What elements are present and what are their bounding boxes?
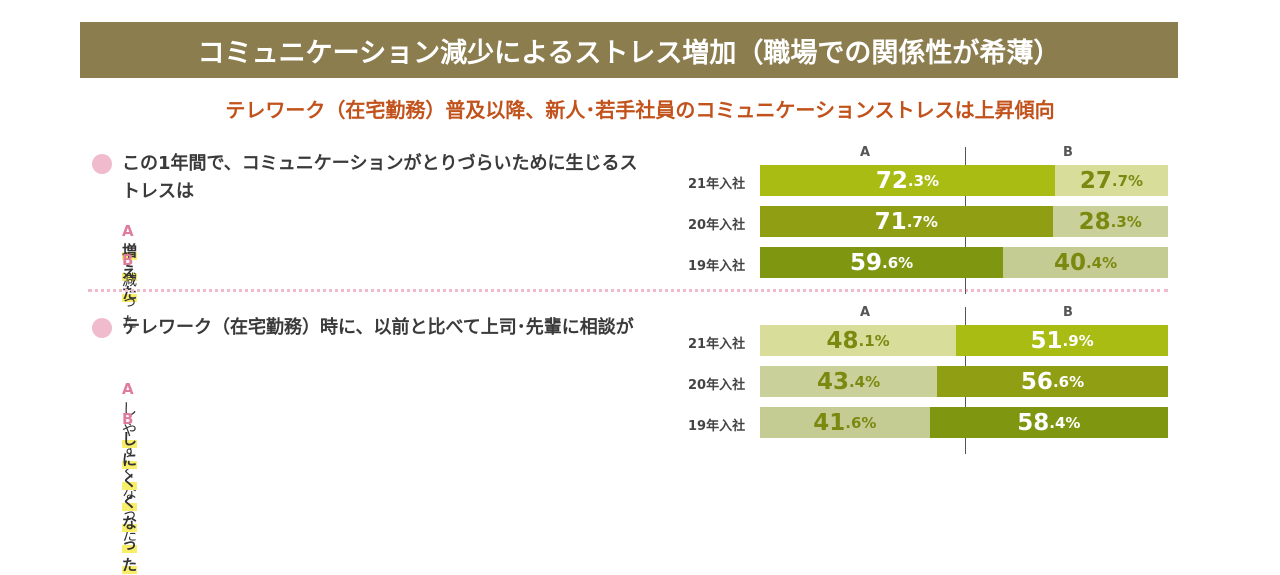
bar-segment-a: 43.4%	[760, 366, 938, 397]
bar-segment-a: 72.3%	[760, 165, 1055, 196]
bar-segment-b: 58.4%	[929, 407, 1168, 438]
page-subtitle: テレワーク（在宅勤務）普及以降、新人･若手社員のコミュニケーションストレスは上昇…	[225, 98, 1055, 122]
value-label-decimal: .7%	[906, 212, 938, 231]
value-label-integer: 43	[816, 368, 849, 395]
value-label-decimal: .7%	[1111, 171, 1144, 190]
value-label-decimal: .6%	[1052, 372, 1085, 391]
value-label-decimal: .4%	[1049, 413, 1081, 432]
option-text: 増えた	[122, 242, 138, 302]
value-label-decimal: .3%	[1110, 212, 1142, 231]
row-label: 19年入社	[688, 259, 746, 274]
bar-segment-b: 56.6%	[937, 366, 1168, 397]
option-b: B 減った	[122, 251, 139, 332]
option-letter: A	[122, 222, 134, 240]
row-label: 21年入社	[688, 337, 746, 352]
dotted-divider	[88, 289, 1168, 292]
value-label-decimal: .4%	[1085, 253, 1118, 272]
column-label-a: A	[860, 145, 871, 160]
option-b: B しにくくなった	[122, 410, 139, 575]
value-label-integer: 40	[1053, 249, 1086, 276]
option-letter: B	[122, 251, 134, 269]
question-text: この1年間で、コミュニケーションがとりづらいために生じるストレスは	[122, 153, 638, 202]
bar-segment-a: 41.6%	[760, 407, 930, 438]
value-label-integer: 72	[875, 167, 908, 194]
option-text: しにくくなった	[122, 430, 138, 574]
option-letter: A	[122, 380, 134, 398]
stacked-bar-chart-1: A B 21年入社 72.3% 27.7% 20年入社 71.7% 28.3% 19年入社 59.…	[680, 145, 1180, 294]
value-label-integer: 48	[826, 327, 859, 354]
value-label-integer: 58	[1017, 409, 1050, 436]
bar-segment-b: 51.9%	[956, 325, 1168, 356]
column-label-b: B	[1063, 145, 1073, 160]
option-letter: B	[122, 410, 134, 428]
title-banner: コミュニケーション減少によるストレス増加（職場での関係性が希薄）	[80, 22, 1178, 78]
value-label-integer: 71	[874, 208, 907, 235]
value-label-decimal: .9%	[1062, 331, 1094, 350]
value-label-decimal: .3%	[907, 171, 940, 190]
value-label-integer: 41	[813, 409, 846, 436]
row-label: 20年入社	[688, 218, 746, 233]
row-label: 19年入社	[688, 419, 746, 434]
question-text: テレワーク（在宅勤務）時に、以前と比べて上司･先輩に相談が	[122, 317, 634, 338]
value-label-integer: 27	[1079, 167, 1112, 194]
column-label-a: A	[860, 305, 871, 320]
value-label-integer: 56	[1020, 368, 1053, 395]
value-label-integer: 28	[1078, 208, 1111, 235]
bullet-dot-icon	[92, 154, 112, 174]
bar-segment-b: 28.3%	[1052, 206, 1168, 237]
option-text: 減った	[122, 271, 138, 331]
bar-segment-b: 27.7%	[1054, 165, 1168, 196]
row-label: 21年入社	[688, 177, 746, 192]
value-label-integer: 51	[1030, 327, 1063, 354]
value-label-decimal: .4%	[848, 372, 881, 391]
page-title: コミュニケーション減少によるストレス増加（職場での関係性が希薄）	[197, 37, 1061, 69]
value-label-decimal: .6%	[882, 253, 914, 272]
row-label: 20年入社	[688, 378, 746, 393]
column-label-b: B	[1063, 305, 1073, 320]
bar-segment-a: 71.7%	[760, 206, 1053, 237]
option-a: A 増えた	[122, 222, 140, 303]
value-label-decimal: .1%	[858, 331, 890, 350]
bar-segment-a: 48.1%	[760, 325, 957, 356]
value-label-decimal: .6%	[845, 413, 877, 432]
bullet-dot-icon	[92, 318, 112, 338]
bar-segment-a: 59.6%	[760, 247, 1004, 278]
stacked-bar-chart-2: A B 21年入社 48.1% 51.9% 20年入社 43.4% 56.6% 19年入社 41.…	[680, 305, 1180, 454]
bar-segment-b: 40.4%	[1003, 247, 1168, 278]
value-label-integer: 59	[849, 249, 882, 276]
